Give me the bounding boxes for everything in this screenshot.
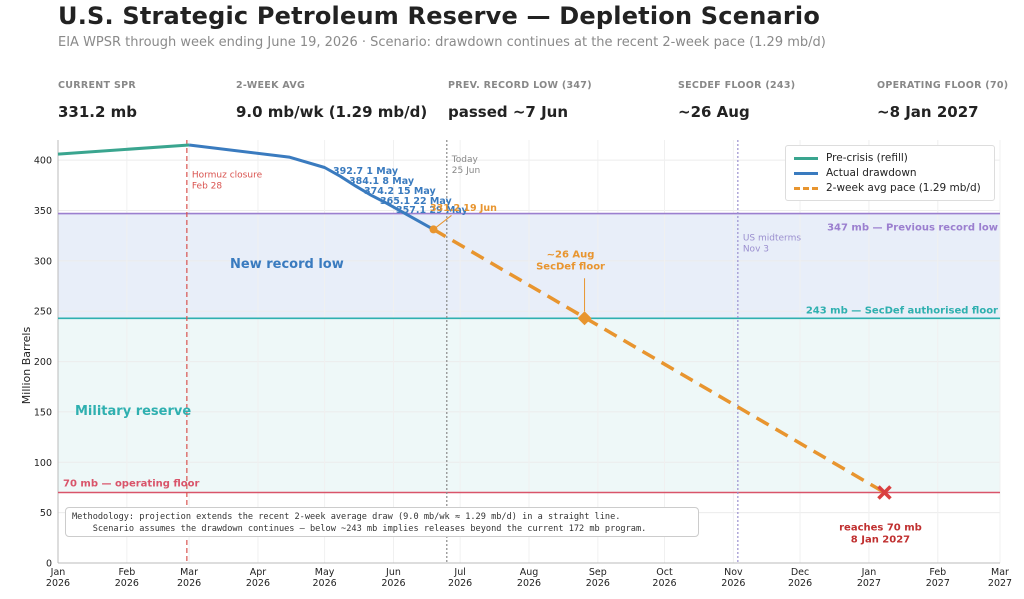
- y-tick-label: 150: [34, 407, 52, 418]
- x-tick-label-month: Jan: [861, 567, 877, 578]
- series-line-1: [188, 143, 435, 231]
- y-tick-label: 250: [34, 307, 52, 318]
- stat-label: 2-WEEK AVG: [236, 80, 306, 91]
- legend-item-projection: 2-week avg pace (1.29 mb/d): [794, 182, 981, 194]
- x-tick-label-year: 2026: [177, 578, 201, 589]
- x-tick-label-month: Aug: [520, 567, 539, 578]
- point-label: 357.1 29 May: [396, 205, 468, 216]
- x-tick-label-month: Sep: [589, 567, 607, 578]
- series-line-0: [57, 143, 190, 156]
- region-label-record-low: New record low: [230, 257, 344, 272]
- vline-label-date: Nov 3: [743, 245, 769, 255]
- stat-value: ~26 Aug: [678, 103, 750, 121]
- hline-label-record-low: 347 mb — Previous record low: [827, 223, 998, 234]
- hline-label-secdef: 243 mb — SecDef authorised floor: [806, 305, 998, 316]
- x-tick-label-month: May: [315, 567, 335, 578]
- x-tick-label-month: Mar: [991, 567, 1009, 578]
- point-label: 365.1 22 May: [380, 196, 452, 207]
- legend-label: 2-week avg pace (1.29 mb/d): [826, 182, 981, 194]
- point-label: 331.2 19 Jun: [430, 203, 497, 214]
- vline-label: US midterms: [743, 234, 802, 244]
- x-tick-label-month: Apr: [250, 567, 267, 578]
- stat-label: OPERATING FLOOR (70): [877, 80, 1009, 91]
- point-label: 374.2 15 May: [364, 186, 436, 197]
- x-tick-label-month: Mar: [180, 567, 198, 578]
- endpoint-label: reaches 70 mb: [839, 523, 922, 534]
- x-tick-label-year: 2027: [926, 578, 950, 589]
- methodology-line-1: Methodology: projection extends the rece…: [72, 512, 621, 522]
- x-tick-label-year: 2026: [586, 578, 610, 589]
- x-tick-label-year: 2027: [988, 578, 1012, 589]
- legend-item-pre-crisis: Pre-crisis (refill): [794, 152, 908, 164]
- x-tick-label-year: 2026: [448, 578, 472, 589]
- secdef-marker-label: ~26 Aug: [547, 249, 595, 260]
- stat-label: PREV. RECORD LOW (347): [448, 80, 592, 91]
- vline-label: Today: [451, 155, 479, 165]
- chart-legend: Pre-crisis (refill) Actual drawdown 2-we…: [785, 145, 995, 201]
- vline-label-date: 25 Jun: [452, 166, 480, 176]
- methodology-note: Methodology: projection extends the rece…: [65, 507, 699, 537]
- hline-label-operating: 70 mb — operating floor: [63, 479, 200, 490]
- x-tick-label-month: Feb: [929, 567, 946, 578]
- stat-prev-record-low: PREV. RECORD LOW (347) passed ~7 Jun: [448, 80, 592, 121]
- x-tick-label-month: Jul: [453, 567, 465, 578]
- stat-secdef-floor: SECDEF FLOOR (243) ~26 Aug: [678, 80, 795, 121]
- vline-label-date: Feb 28: [192, 181, 223, 191]
- stat-current-spr: CURRENT SPR 331.2 mb: [58, 80, 137, 121]
- y-tick-label: 200: [34, 357, 52, 368]
- x-tick-label-year: 2026: [721, 578, 745, 589]
- methodology-line-2: Scenario assumes the drawdown continues …: [72, 524, 647, 534]
- x-tick-label-month: Feb: [118, 567, 135, 578]
- x-tick-label-year: 2026: [46, 578, 70, 589]
- stat-operating-floor: OPERATING FLOOR (70) ~8 Jan 2027: [877, 80, 1008, 121]
- y-axis-title: Million Barrels: [20, 327, 33, 405]
- point-label: 384.1 8 May: [349, 176, 415, 187]
- y-tick-label: 400: [34, 156, 52, 167]
- x-tick-label-year: 2026: [115, 578, 139, 589]
- stat-label: SECDEF FLOOR (243): [678, 80, 796, 91]
- region-label-military: Military reserve: [75, 404, 191, 419]
- x-tick-label-month: Dec: [791, 567, 809, 578]
- x-tick-label-year: 2026: [313, 578, 337, 589]
- x-tick-label-year: 2026: [246, 578, 270, 589]
- page-title: U.S. Strategic Petroleum Reserve — Deple…: [58, 2, 821, 30]
- x-tick-label-year: 2026: [652, 578, 676, 589]
- legend-label: Actual drawdown: [826, 167, 917, 179]
- legend-swatch: [794, 186, 818, 190]
- stat-value: 331.2 mb: [58, 103, 138, 121]
- legend-swatch: [794, 171, 818, 175]
- legend-label: Pre-crisis (refill): [826, 152, 908, 164]
- point-label: 392.7 1 May: [333, 166, 399, 177]
- legend-item-actual: Actual drawdown: [794, 167, 917, 179]
- y-tick-label: 350: [34, 206, 52, 217]
- endpoint-date-label: 8 Jan 2027: [851, 535, 910, 546]
- legend-swatch: [794, 156, 818, 160]
- x-tick-label-month: Nov: [724, 567, 743, 578]
- current-point-dot: [429, 225, 438, 234]
- secdef-marker-sublabel: SecDef floor: [536, 261, 605, 272]
- secdef-diamond-marker: [577, 311, 592, 326]
- y-tick-label: 100: [34, 458, 52, 469]
- stat-label: CURRENT SPR: [58, 80, 136, 91]
- y-tick-label: 50: [40, 508, 52, 519]
- x-tick-label-month: Oct: [656, 567, 673, 578]
- y-tick-label: 300: [34, 256, 52, 267]
- endpoint-x-marker: [877, 485, 892, 500]
- x-tick-label-month: Jun: [385, 567, 401, 578]
- page-subtitle: EIA WPSR through week ending June 19, 20…: [58, 35, 826, 50]
- x-tick-label-year: 2026: [381, 578, 405, 589]
- x-tick-label-year: 2027: [857, 578, 881, 589]
- stat-two-week-avg: 2-WEEK AVG 9.0 mb/wk (1.29 mb/d): [236, 80, 427, 121]
- x-tick-label-month: Jan: [50, 567, 66, 578]
- y-tick-label: 0: [46, 559, 52, 570]
- x-tick-label-year: 2026: [517, 578, 541, 589]
- vline-label: Hormuz closure: [192, 170, 263, 180]
- stat-value: ~8 Jan 2027: [877, 103, 979, 121]
- stat-value: 9.0 mb/wk (1.29 mb/d): [236, 103, 428, 121]
- x-tick-label-year: 2026: [788, 578, 812, 589]
- stat-value: passed ~7 Jun: [448, 103, 569, 121]
